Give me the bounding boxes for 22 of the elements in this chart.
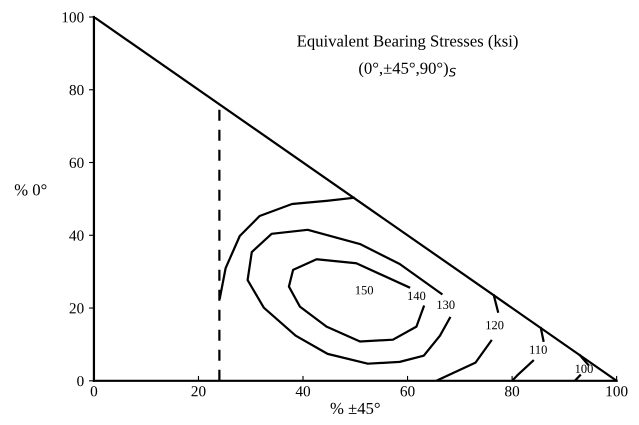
y-tick-label: 0 bbox=[77, 376, 84, 386]
x-tick-label: 100 bbox=[606, 386, 628, 396]
text: (0°,±45°,90°)$_{S}$ bbox=[359, 62, 456, 78]
text: Equivalent Bearing Stresses (ksi) bbox=[297, 34, 518, 50]
y-tick-label: 20 bbox=[70, 303, 84, 314]
series-label: 110 bbox=[530, 345, 547, 354]
series-label: 140 bbox=[408, 292, 426, 300]
annotation: 150 bbox=[356, 286, 374, 294]
y-axis-title: % 0° bbox=[14, 184, 46, 196]
y-tick-label: 40 bbox=[69, 230, 84, 241]
series-label: 100 bbox=[576, 364, 593, 374]
x-axis-title: % ±45° bbox=[330, 402, 380, 414]
x-tick-label: 60 bbox=[400, 386, 415, 396]
y-tick-label: 80 bbox=[70, 84, 84, 96]
series-label: 120 bbox=[486, 320, 504, 330]
x-tick-label: 80 bbox=[505, 386, 520, 396]
y-tick-label: 60 bbox=[70, 158, 84, 168]
series-label: 130 bbox=[437, 300, 455, 309]
x-tick-label: 40 bbox=[296, 386, 310, 396]
y-tick-label: 100 bbox=[62, 12, 84, 22]
x-tick-label: 20 bbox=[192, 386, 206, 396]
x-tick-label: 0 bbox=[90, 386, 98, 396]
